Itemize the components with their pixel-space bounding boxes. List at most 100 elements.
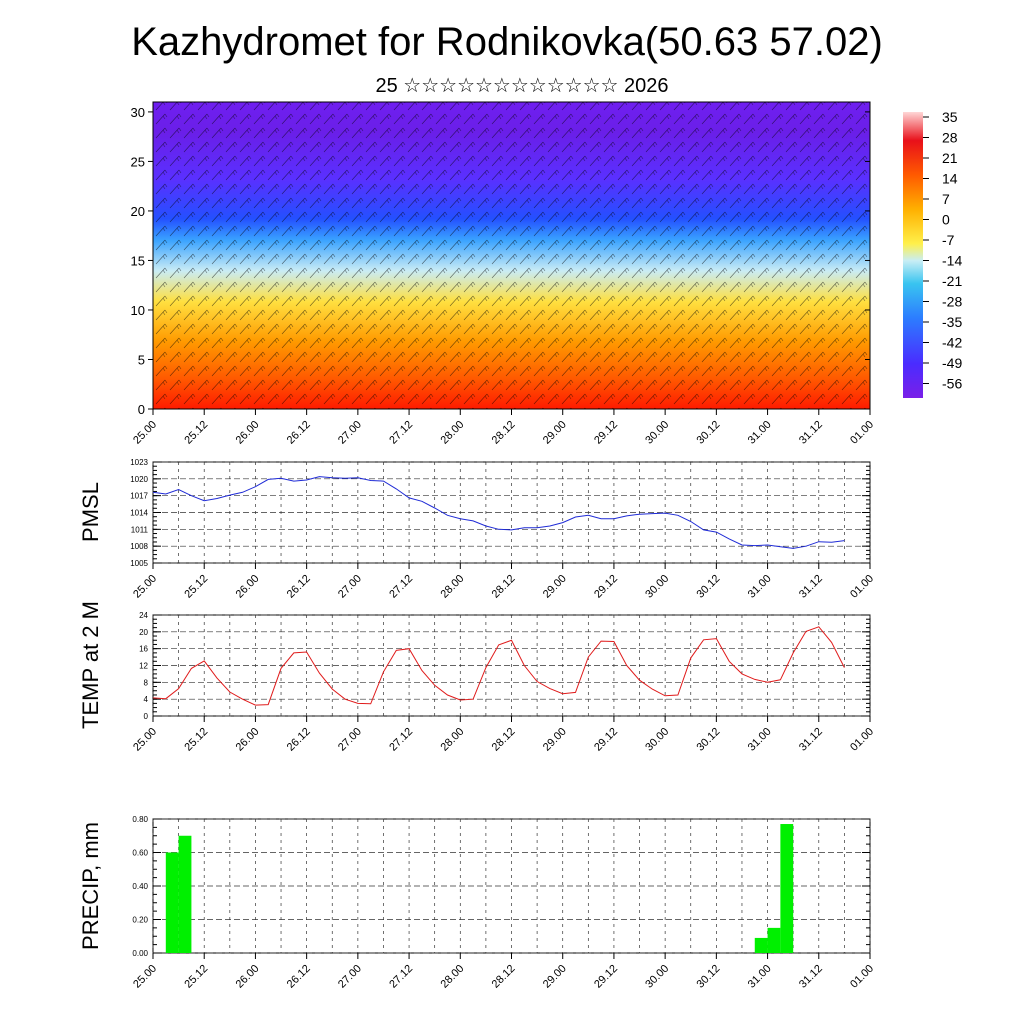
colorbar-label: 35 <box>942 109 958 125</box>
colorbar-label: 14 <box>942 171 958 187</box>
precip-y-tick-label: 0.80 <box>132 815 148 824</box>
cross-section-y-tick-label: 20 <box>131 204 145 219</box>
pmsl-y-tick-label: 1014 <box>130 509 148 518</box>
precip-x-tick-label: 01.00 <box>848 963 876 991</box>
temp-x-tick-label: 29.00 <box>541 726 569 754</box>
cross-section-x-tick-label: 27.00 <box>336 419 364 447</box>
pmsl-y-tick-label: 1017 <box>130 492 148 501</box>
precip-x-tick-label: 25.00 <box>131 963 159 991</box>
temp-x-tick-label: 30.00 <box>643 726 671 754</box>
cross-section-x-tick-label: 26.00 <box>234 419 262 447</box>
pmsl-x-tick-label: 26.12 <box>285 573 313 601</box>
temp-y-tick-label: 4 <box>144 695 149 704</box>
cross-section-x-tick-label: 29.12 <box>592 419 620 447</box>
temp-y-tick-label: 20 <box>139 628 148 637</box>
colorbar-label: -7 <box>942 232 955 248</box>
temp-x-tick-label: 01.00 <box>848 726 876 754</box>
temp-axis-label: TEMP at 2 M <box>78 601 103 729</box>
temp-x-tick-label: 26.12 <box>285 726 313 754</box>
pmsl-x-tick-label: 29.12 <box>592 573 620 601</box>
temp-x-tick-label: 31.12 <box>797 726 825 754</box>
colorbar-label: 28 <box>942 130 958 146</box>
precip-bar <box>178 835 192 953</box>
temp-x-tick-label: 25.12 <box>182 726 210 754</box>
cross-section-panel: 0 5 10 15 20 25 30 <box>131 101 871 417</box>
temp-x-tick-label: 25.00 <box>131 726 159 754</box>
temp-y-tick-label: 16 <box>139 645 148 654</box>
precip-x-tick-label: 30.12 <box>695 963 723 991</box>
temp-x-tick-label: 29.12 <box>592 726 620 754</box>
cross-section-x-tick-label: 25.12 <box>182 419 210 447</box>
precip-x-tick-label: 27.00 <box>336 963 364 991</box>
pmsl-x-tick-label: 27.12 <box>387 573 415 601</box>
pmsl-x-tick-label: 28.12 <box>490 573 518 601</box>
precip-bar <box>767 927 781 953</box>
precip-x-tick-label: 29.00 <box>541 963 569 991</box>
precip-panel: 0.00 0.20 0.40 0.60 0.80 25.00 25.12 26.00 26.12… <box>131 815 876 991</box>
pmsl-y-tick-label: 1023 <box>130 458 148 467</box>
cross-section-y-tick-label: 5 <box>138 352 145 367</box>
precip-x-tick-label: 28.12 <box>490 963 518 991</box>
cross-section-y-tick-label: 30 <box>131 105 145 120</box>
cross-section-y-tick-label: 25 <box>131 154 145 169</box>
pmsl-y-tick-label: 1011 <box>131 525 149 534</box>
colorbar-label: -42 <box>942 335 962 351</box>
pmsl-x-tick-label: 27.00 <box>336 573 364 601</box>
pmsl-x-tick-label: 30.12 <box>695 573 723 601</box>
cross-section-y-tick-label: 15 <box>131 253 145 268</box>
pmsl-y-tick-label: 1005 <box>130 559 148 568</box>
colorbar-label: 21 <box>942 150 958 166</box>
pmsl-y-tick-label: 1020 <box>130 475 148 484</box>
colorbar-label: -56 <box>942 376 962 392</box>
pmsl-axis-label: PMSL <box>78 482 103 542</box>
precip-x-tick-label: 26.00 <box>234 963 262 991</box>
precip-y-tick-label: 0.00 <box>132 949 148 958</box>
cross-section-y-tick-label: 10 <box>131 303 145 318</box>
chart-subtitle: 25 ☆☆☆☆☆☆☆☆☆☆☆☆ 2026 <box>375 75 668 97</box>
temp-x-tick-label: 27.12 <box>387 726 415 754</box>
precip-y-tick-label: 0.20 <box>132 916 148 925</box>
temp-y-tick-label: 12 <box>139 662 148 671</box>
precip-x-tick-label: 31.12 <box>797 963 825 991</box>
pmsl-x-tick-label: 29.00 <box>541 573 569 601</box>
precip-axis-label: PRECIP, mm <box>78 822 103 950</box>
precip-x-tick-label: 31.00 <box>746 963 774 991</box>
precip-x-tick-label: 26.12 <box>285 963 313 991</box>
precip-x-tick-label: 27.12 <box>387 963 415 991</box>
wind-barbs-overlay <box>153 102 870 409</box>
cross-section-x-tick-label: 31.12 <box>797 419 825 447</box>
colorbar: 35 28 21 14 7 0 -7 -14 -21 -28 -35 -42 -49 -56 <box>903 109 962 398</box>
temp-x-tick-label: 27.00 <box>336 726 364 754</box>
precip-x-tick-label: 28.00 <box>438 963 466 991</box>
colorbar-label: -28 <box>942 294 962 310</box>
precip-bar <box>780 824 794 953</box>
colorbar-label: -49 <box>942 355 962 371</box>
precip-bar <box>754 937 768 953</box>
colorbar-label: 0 <box>942 212 950 228</box>
cross-section-x-tick-label: 30.00 <box>643 419 671 447</box>
precip-y-tick-label: 0.60 <box>132 849 148 858</box>
cross-section-x-tick-label: 31.00 <box>746 419 774 447</box>
temp-x-tick-label: 28.12 <box>490 726 518 754</box>
temp-y-tick-label: 24 <box>139 611 148 620</box>
colorbar-label: 7 <box>942 191 950 207</box>
cross-section-x-tick-label: 28.00 <box>438 419 466 447</box>
temp-x-tick-label: 26.00 <box>234 726 262 754</box>
pmsl-x-tick-label: 30.00 <box>643 573 671 601</box>
cross-section-x-tick-label: 30.12 <box>695 419 723 447</box>
cross-section-x-tick-label: 26.12 <box>285 419 313 447</box>
cross-section-x-tick-label: 01.00 <box>848 419 876 447</box>
cross-section-x-tick-label: 28.12 <box>490 419 518 447</box>
colorbar-label: -21 <box>942 273 962 289</box>
precip-x-tick-label: 25.12 <box>182 963 210 991</box>
colorbar-label: -14 <box>942 253 962 269</box>
cross-section-y-tick-label: 0 <box>138 402 145 417</box>
temp-y-tick-label: 0 <box>144 712 149 721</box>
pmsl-x-tick-label: 26.00 <box>234 573 262 601</box>
pmsl-x-tick-label: 28.00 <box>438 573 466 601</box>
cross-section-x-tick-label: 25.00 <box>131 419 159 447</box>
pmsl-series-line <box>152 476 845 549</box>
pmsl-y-tick-label: 1008 <box>130 542 148 551</box>
